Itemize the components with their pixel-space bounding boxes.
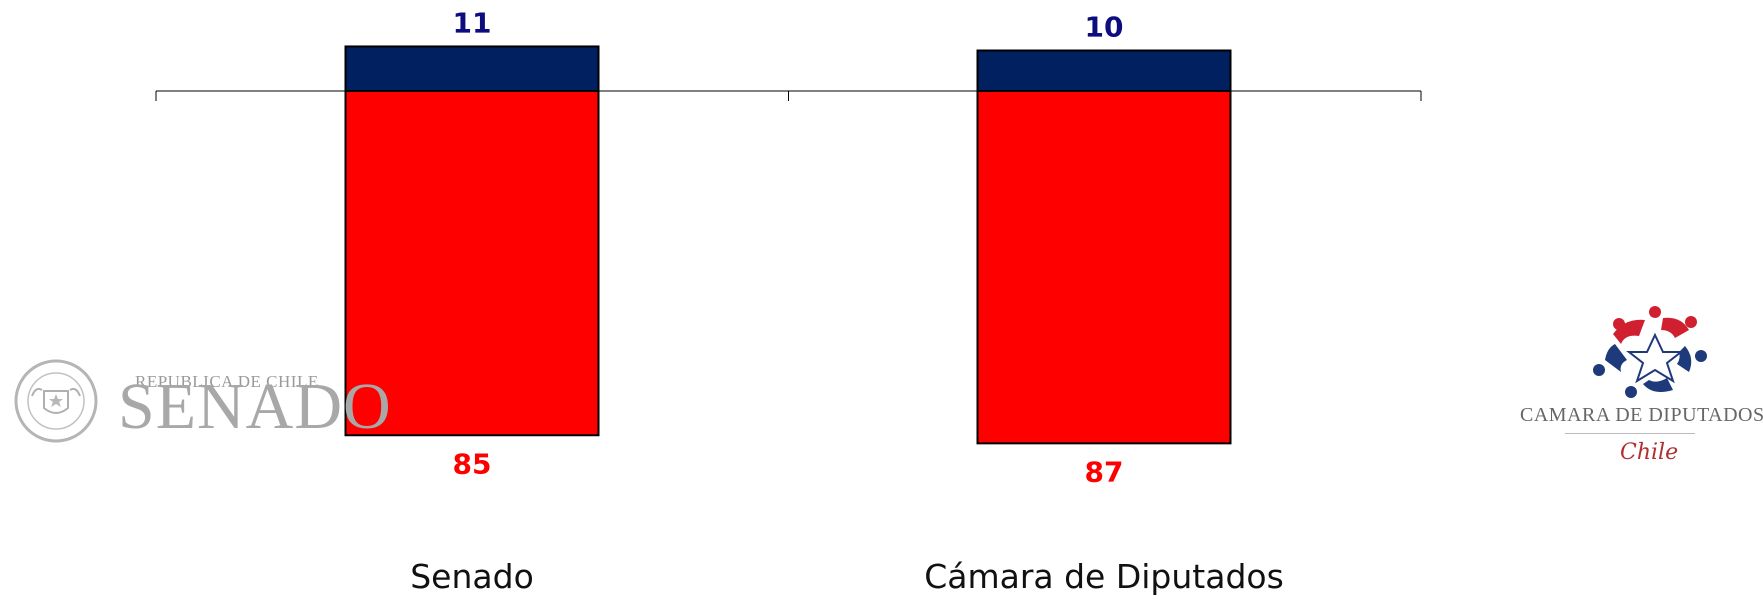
camara-name-text: CAMARA DE DIPUTADOS: [1520, 404, 1763, 426]
data-label-bottom-0: 85: [453, 447, 492, 480]
data-label-bottom-1: 87: [1085, 455, 1124, 488]
bar-bottom-1: [976, 90, 1232, 445]
senado-small-text: REPUBLICA DE CHILE: [135, 372, 319, 391]
data-label-top-1: 10: [1085, 11, 1124, 44]
category-label-1: Cámara de Diputados: [924, 557, 1284, 596]
bar-bottom-0: [344, 90, 600, 437]
category-label-0: Senado: [410, 557, 534, 596]
bar-top-0: [344, 45, 600, 92]
camara-star-emblem-icon: [1593, 306, 1707, 398]
camara-divider: [1565, 433, 1695, 434]
bar-top-1: [976, 49, 1232, 92]
senado-big-text: SENADO: [118, 370, 392, 443]
senado-seal-icon: [14, 359, 98, 443]
senado-logo: [8, 356, 348, 446]
camara-logo: [1495, 300, 1755, 480]
data-label-top-0: 11: [453, 6, 492, 39]
camara-country-text: Chile: [1620, 440, 1679, 465]
